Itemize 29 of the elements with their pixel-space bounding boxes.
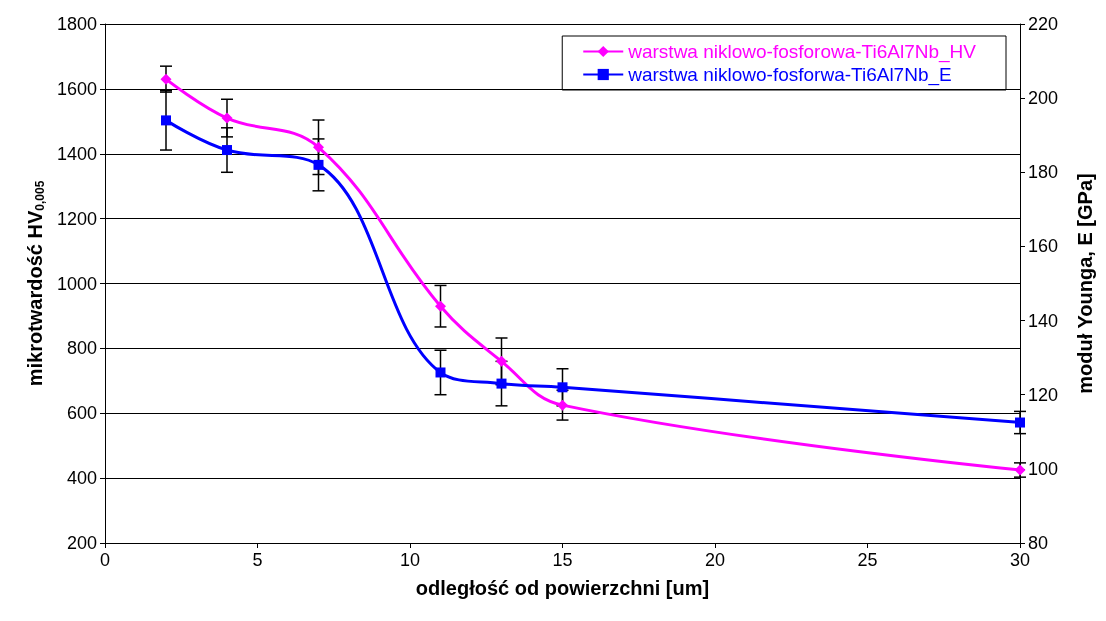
y2-tick-label: 180: [1028, 162, 1059, 183]
y2-tick-label: 80: [1028, 533, 1049, 553]
y-tick-label: 1000: [56, 273, 97, 294]
x-tick-label: 20: [704, 550, 726, 570]
legend-label: warstwa niklowo-fosforwa-Ti6Al7Nb_E: [627, 64, 952, 86]
x-tick-label: 0: [99, 550, 111, 570]
y-tick-label: 200: [66, 533, 97, 553]
x-tick-label: 10: [399, 550, 421, 570]
x-tick-label: 15: [552, 550, 573, 570]
y2-tick-label: 100: [1028, 458, 1059, 479]
y2-tick-label: 220: [1028, 14, 1059, 34]
y-tick-label: 800: [66, 338, 97, 359]
y-axis-title: mikrotwardość HV0,005: [24, 180, 48, 387]
x-tick-label: 5: [252, 550, 263, 570]
y-tick-label: 1800: [56, 14, 97, 34]
x-tick-label: 30: [1009, 550, 1031, 570]
y-tick-label: 400: [66, 468, 97, 489]
y2-tick-label: 140: [1028, 310, 1059, 331]
x-tick-label: 25: [857, 550, 878, 570]
y2-tick-label: 200: [1028, 88, 1059, 109]
y-tick-label: 1200: [56, 208, 97, 229]
y2-tick-label: 120: [1028, 384, 1059, 405]
y-tick-label: 1600: [56, 78, 97, 99]
y-tick-label: 600: [66, 403, 97, 424]
legend-label: warstwa niklowo-fosforowa-Ti6Al7Nb_HV: [627, 41, 977, 63]
x-axis-title: odległość od powierzchni [um]: [415, 577, 710, 599]
y-tick-label: 1400: [56, 143, 97, 164]
y2-axis-title: moduł Younga, E [GPa]: [1074, 173, 1096, 394]
y2-tick-label: 160: [1028, 236, 1059, 257]
